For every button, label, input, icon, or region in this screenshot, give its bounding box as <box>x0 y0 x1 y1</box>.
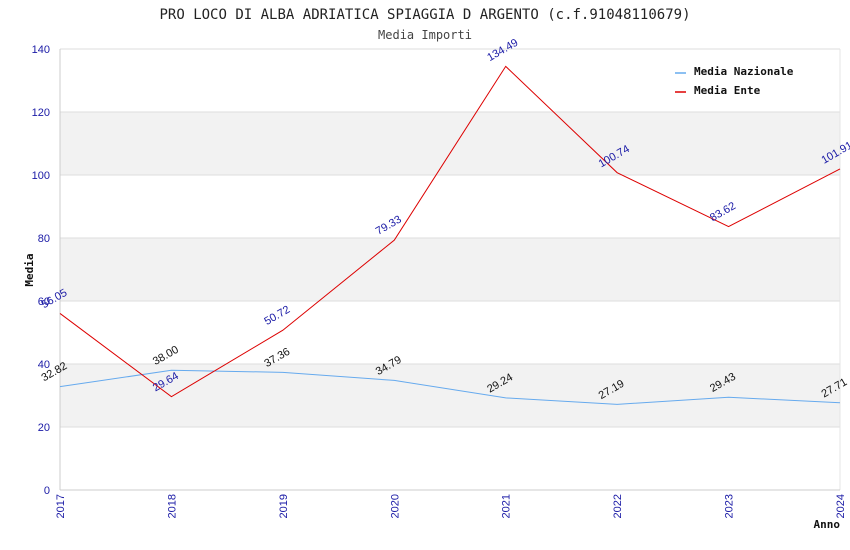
legend: Media Nazionale Media Ente <box>675 65 794 97</box>
y-tick-label: 0 <box>44 485 50 497</box>
x-tick-label: 2024 <box>835 494 847 518</box>
chart-subtitle: Media Importi <box>378 28 472 42</box>
data-label: 50.72 <box>262 304 292 328</box>
series-line-media-nazionale <box>59 369 841 405</box>
x-tick-label: 2021 <box>501 494 513 518</box>
x-tick-label: 2023 <box>724 494 736 518</box>
data-label: 83.62 <box>708 200 738 224</box>
series-lines <box>59 65 841 405</box>
y-axis-label: Media <box>23 253 36 286</box>
chart-title: PRO LOCO DI ALBA ADRIATICA SPIAGGIA D AR… <box>159 7 690 23</box>
y-tick-label: 60 <box>38 296 50 308</box>
grid-lines <box>60 48 841 490</box>
x-tick-label: 2020 <box>389 494 401 518</box>
x-tick-label: 2019 <box>278 494 290 518</box>
data-label: 56.05 <box>40 287 70 311</box>
series-line-media-ente <box>59 65 841 398</box>
x-tick-label: 2017 <box>55 494 67 518</box>
y-tick-label: 40 <box>38 359 50 371</box>
x-tick-label: 2018 <box>166 494 178 518</box>
x-tick-labels: 2017 2018 2019 2020 2021 2022 2023 2024 <box>55 494 847 518</box>
grid-bands <box>60 112 840 427</box>
y-tick-label: 120 <box>32 107 50 119</box>
y-tick-label: 140 <box>32 44 50 56</box>
grid-band <box>60 112 840 175</box>
y-tick-label: 20 <box>38 422 50 434</box>
data-label: 134.49 <box>485 37 520 64</box>
y-tick-labels: 0 20 40 60 80 100 120 140 <box>32 44 50 497</box>
y-tick-label: 80 <box>38 233 50 245</box>
y-tick-label: 100 <box>32 170 50 182</box>
legend-label-media-ente: Media Ente <box>694 84 761 97</box>
data-label: 79.33 <box>374 214 404 238</box>
x-axis-label: Anno <box>814 518 841 531</box>
legend-label-media-nazionale: Media Nazionale <box>694 65 794 78</box>
grid-band <box>60 238 840 301</box>
grid-band <box>60 364 840 427</box>
x-tick-label: 2022 <box>612 494 624 518</box>
